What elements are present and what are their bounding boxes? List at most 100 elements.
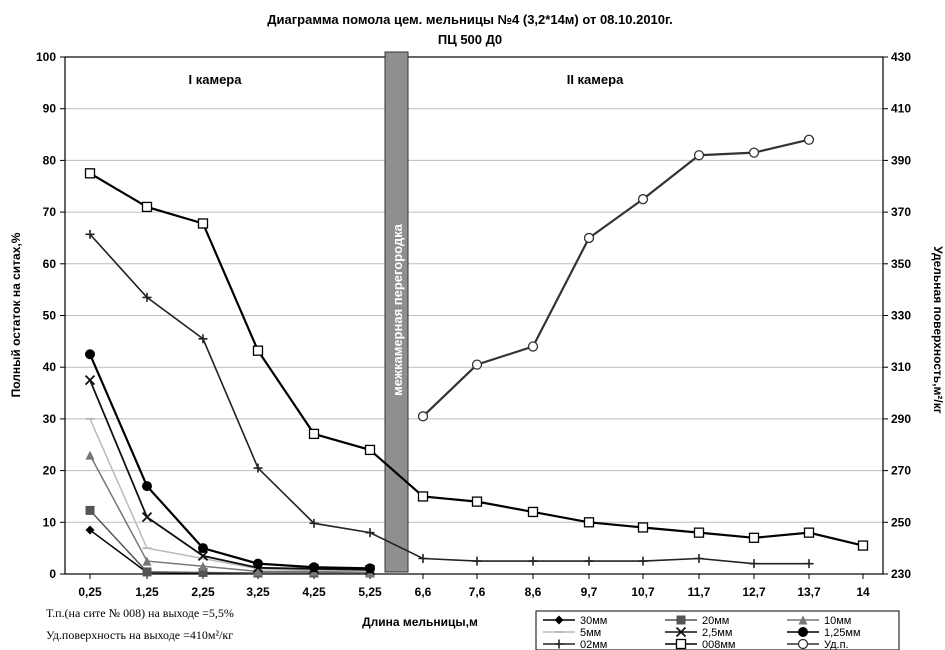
data-point [693,527,705,538]
legend-label: 10мм [824,615,851,627]
series-8 [417,134,815,422]
data-point [252,345,264,356]
legend-swatch-marker [798,627,808,637]
data-point [85,450,95,460]
data-point [418,553,428,563]
note-outlet-residue: Т.п.(на сите № 008) на выходе =5,5% [46,606,234,620]
data-point [142,481,152,492]
legend-label: 5мм [580,627,601,639]
x-tick-label: 4,25 [302,585,326,599]
series-line [89,509,370,574]
data-point [365,528,375,538]
legend-item: 30мм [543,615,607,627]
data-point [142,556,152,566]
data-point [85,505,95,515]
series-line [89,454,371,574]
y2-axis-ticks: 230 250 270 290 310 330 350 370 390 410 430 [883,50,911,581]
x-tick-label: 11,7 [688,585,711,599]
legend: 30мм 20мм 10мм 5мм 2,5мм 1,25мм 02мм 008мм Уд.п. [535,610,900,650]
legend-item: 10мм [787,615,851,627]
y-tick-label: 100 [36,50,56,64]
series-7 [84,168,869,551]
data-point [253,558,263,569]
x-tick-label: 5,25 [358,585,382,599]
chart-title: Диаграмма помола цем. мельницы №4 (3,2*1… [267,12,673,27]
legend-frame [535,610,900,650]
legend-item: 2,5мм [665,626,732,639]
y-tick-label: 70 [43,205,57,219]
x-tick-label: 2,25 [191,585,215,599]
legend-swatch-marker [676,615,686,625]
data-point [471,496,483,507]
data-point [584,556,594,566]
partition-bar [384,51,409,573]
y-tick-label: 40 [43,360,57,374]
series-2 [85,450,375,577]
data-point [198,543,208,554]
partition: межкамерная перегородка [384,51,409,573]
data-point [364,444,376,456]
data-point [803,527,815,538]
legend-label: Уд.п. [824,639,849,650]
y-tick-label: 20 [43,464,57,478]
legend-swatch-marker [554,639,564,649]
partition-label: межкамерная перегородка [390,223,405,396]
y2-tick-label: 250 [891,515,911,529]
data-point [198,561,208,571]
data-point [141,511,153,523]
legend-label: 20мм [702,615,729,627]
y-axis-ticks: 0 10 20 30 40 50 60 70 80 90 100 [36,50,65,581]
grid-lines [65,56,883,575]
x-tick-label: 12,7 [742,585,766,599]
data-point [308,428,320,440]
series-line [89,418,371,573]
chart-subtitle: ПЦ 500 Д0 [438,32,502,47]
data-point [85,349,95,360]
x-tick-label: 10,7 [631,585,655,599]
data-point [472,556,482,566]
data-point [142,292,152,302]
legend-item: Уд.п. [787,638,849,650]
series-line [422,138,810,418]
legend-swatch-marker [554,615,564,625]
y-tick-label: 10 [43,515,57,529]
data-point [141,201,153,213]
y2-tick-label: 430 [891,50,911,64]
data-point [583,232,595,244]
legend-item: 5мм [543,627,601,639]
data-point [638,556,648,566]
data-point [197,550,209,562]
legend-label: 30мм [580,615,607,627]
data-point [85,229,95,239]
x-axis-ticks: 0,25 1,25 2,25 3,25 4,25 5,25 6,6 7,6 8,6 9,7 10,7… [78,574,870,599]
data-point [198,567,208,577]
legend-swatch-marker [798,615,808,625]
legend-swatch-marker [797,638,809,650]
y-tick-label: 60 [43,257,57,271]
y-tick-label: 30 [43,412,57,426]
y2-tick-label: 290 [891,412,911,426]
y2-tick-label: 410 [891,102,911,116]
x-tick-label: 1,25 [135,585,159,599]
y2-tick-label: 370 [891,205,911,219]
x-tick-label: 6,6 [415,585,432,599]
data-point [365,563,375,574]
data-point [637,194,649,205]
y-tick-label: 50 [43,309,57,323]
note-outlet-surface: Уд.поверхность на выходе =410м²/кг [46,628,233,642]
legend-swatch-marker [675,626,687,638]
data-point [85,525,95,535]
data-point [142,567,152,577]
series-line [88,353,371,570]
data-point [637,522,649,533]
series-6 [85,229,814,569]
data-point [309,562,319,573]
data-point [693,150,705,161]
data-point [253,566,263,576]
data-point [583,517,595,528]
y-tick-label: 90 [43,102,57,116]
x-tick-label: 9,7 [581,585,598,599]
y2-tick-label: 310 [891,360,911,374]
y2-tick-label: 270 [891,464,911,478]
